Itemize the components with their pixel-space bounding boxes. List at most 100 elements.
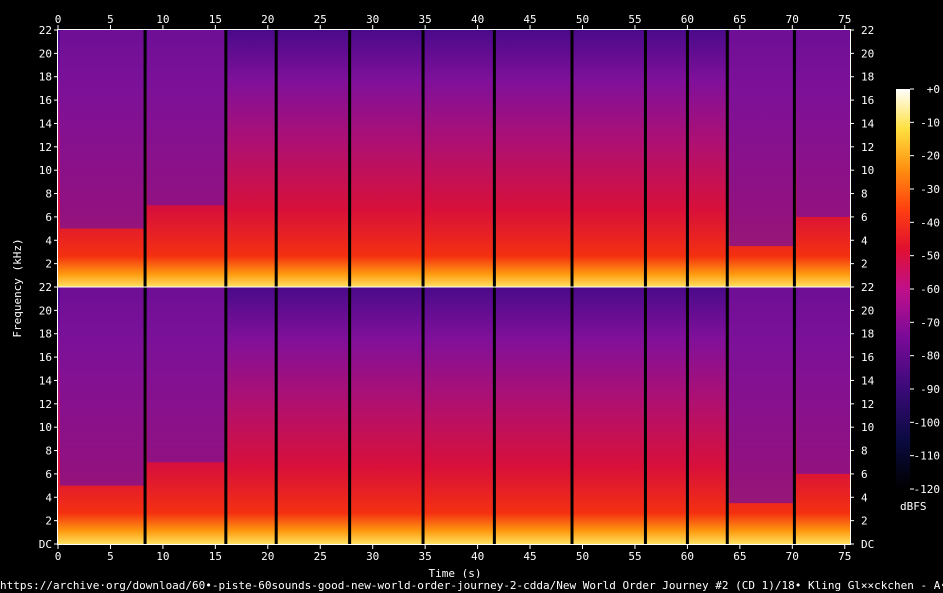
y-tick-label: 2: [861, 515, 868, 528]
colorbar-label: dBFS: [900, 500, 927, 513]
y-tick-label: 2: [45, 515, 52, 528]
y-tick-label: DC: [861, 538, 874, 551]
y-tick-label: 8: [861, 445, 868, 458]
segment-band-limited: [729, 30, 795, 247]
segment-band-limited: [60, 30, 146, 229]
x-tick-label: 55: [628, 13, 641, 26]
colorbar-tick-label: -20: [920, 150, 940, 163]
x-tick-label: 65: [733, 13, 746, 26]
segment-band-limited: [729, 287, 795, 504]
y-tick-label: 6: [861, 211, 868, 224]
x-tick-label: 5: [107, 550, 114, 563]
y-tick-label: 10: [39, 164, 52, 177]
segment-gap: [492, 30, 496, 287]
segment-gap: [570, 287, 574, 544]
y-tick-label: 14: [39, 117, 53, 130]
segment-gap: [224, 287, 228, 544]
x-tick-label: 70: [786, 550, 799, 563]
y-tick-label: 10: [861, 421, 874, 434]
segment-gap: [685, 30, 689, 287]
x-tick-label: 15: [209, 550, 222, 563]
x-tick-label: 35: [419, 550, 432, 563]
x-tick-label: 65: [733, 550, 746, 563]
x-tick-label: 30: [366, 13, 379, 26]
colorbar: [896, 89, 910, 489]
y-tick-label: 16: [861, 351, 874, 364]
x-tick-label: 25: [314, 550, 327, 563]
y-tick-label: 12: [39, 398, 52, 411]
y-axis-label: Frequency (kHz): [11, 238, 24, 337]
y-tick-label: 20: [39, 304, 52, 317]
segment-gap: [685, 287, 689, 544]
y-tick-label: 8: [45, 188, 52, 201]
y-tick-label: 20: [861, 47, 874, 60]
y-tick-label: 4: [861, 491, 868, 504]
x-tick-label: 60: [681, 13, 694, 26]
y-tick-label: 20: [861, 304, 874, 317]
segment-gap: [274, 287, 278, 544]
y-tick-label: 16: [39, 351, 52, 364]
y-tick-label: 6: [45, 468, 52, 481]
x-tick-label: 20: [261, 550, 274, 563]
y-tick-label: 6: [861, 468, 868, 481]
x-tick-label: 0: [55, 13, 62, 26]
y-tick-label: 18: [39, 71, 52, 84]
y-tick-label: 10: [39, 421, 52, 434]
segment-gap: [725, 287, 729, 544]
x-tick-label: 10: [156, 550, 169, 563]
x-tick-label: 75: [838, 550, 851, 563]
y-tick-label: 18: [39, 328, 52, 341]
segment-band-limited: [796, 30, 850, 217]
x-tick-label: 60: [681, 550, 694, 563]
x-tick-label: 45: [523, 550, 536, 563]
x-tick-label: 75: [838, 13, 851, 26]
segment-gap: [224, 30, 228, 287]
segment-gap: [421, 30, 425, 287]
segment-gap: [421, 287, 425, 544]
y-tick-label: 22: [39, 24, 52, 37]
y-tick-label: 16: [861, 94, 874, 107]
y-tick-label: 18: [861, 71, 874, 84]
segment-gap: [643, 287, 647, 544]
x-tick-label: 40: [471, 13, 484, 26]
segment-gap: [725, 30, 729, 287]
y-tick-label: 18: [861, 328, 874, 341]
y-tick-label: 14: [39, 374, 53, 387]
colorbar-tick-label: -120: [914, 483, 941, 496]
file-path-footer: https://archive·org/download/60•-piste-6…: [0, 579, 943, 592]
colorbar-tick-label: -50: [920, 250, 940, 263]
y-tick-label: 2: [861, 258, 868, 271]
colorbar-tick-label: +0: [927, 83, 940, 96]
y-tick-label: 22: [861, 281, 874, 294]
y-tick-label: 20: [39, 47, 52, 60]
x-tick-label: 25: [314, 13, 327, 26]
y-tick-label: 8: [861, 188, 868, 201]
y-tick-label: DC: [39, 538, 52, 551]
colorbar-tick-label: -10: [920, 116, 940, 129]
y-tick-label: 12: [39, 141, 52, 154]
y-tick-label: 8: [45, 445, 52, 458]
segment-band-limited: [796, 287, 850, 474]
segment-gap: [143, 287, 147, 544]
y-tick-label: 4: [45, 234, 52, 247]
y-tick-label: 2: [45, 258, 52, 271]
segment-band-limited: [147, 287, 226, 463]
colorbar-tick-label: -110: [914, 450, 941, 463]
y-tick-label: 16: [39, 94, 52, 107]
colorbar-tick-label: -40: [920, 216, 940, 229]
y-tick-label: 12: [861, 141, 874, 154]
colorbar-tick-label: -70: [920, 316, 940, 329]
x-tick-label: 5: [107, 13, 114, 26]
segment-gap: [143, 30, 147, 287]
plot-frame: [57, 29, 851, 545]
y-tick-label: 14: [861, 374, 875, 387]
x-tick-label: 40: [471, 550, 484, 563]
y-tick-label: 4: [861, 234, 868, 247]
y-tick-label: 12: [861, 398, 874, 411]
segment-gap: [792, 30, 796, 287]
y-tick-label: 4: [45, 491, 52, 504]
colorbar-tick-label: -30: [920, 183, 940, 196]
x-tick-label: 70: [786, 13, 799, 26]
y-tick-label: 22: [861, 24, 874, 37]
